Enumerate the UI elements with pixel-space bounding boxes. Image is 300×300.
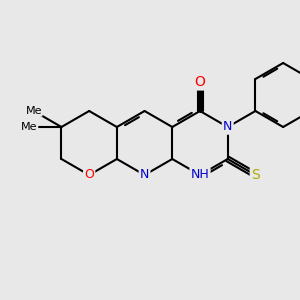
Text: N: N (140, 169, 149, 182)
Text: Me: Me (26, 106, 42, 116)
Text: S: S (251, 168, 260, 182)
Text: NH: NH (190, 169, 209, 182)
Text: N: N (223, 121, 232, 134)
Text: Me: Me (21, 122, 38, 132)
Text: O: O (195, 75, 206, 89)
Text: O: O (84, 169, 94, 182)
